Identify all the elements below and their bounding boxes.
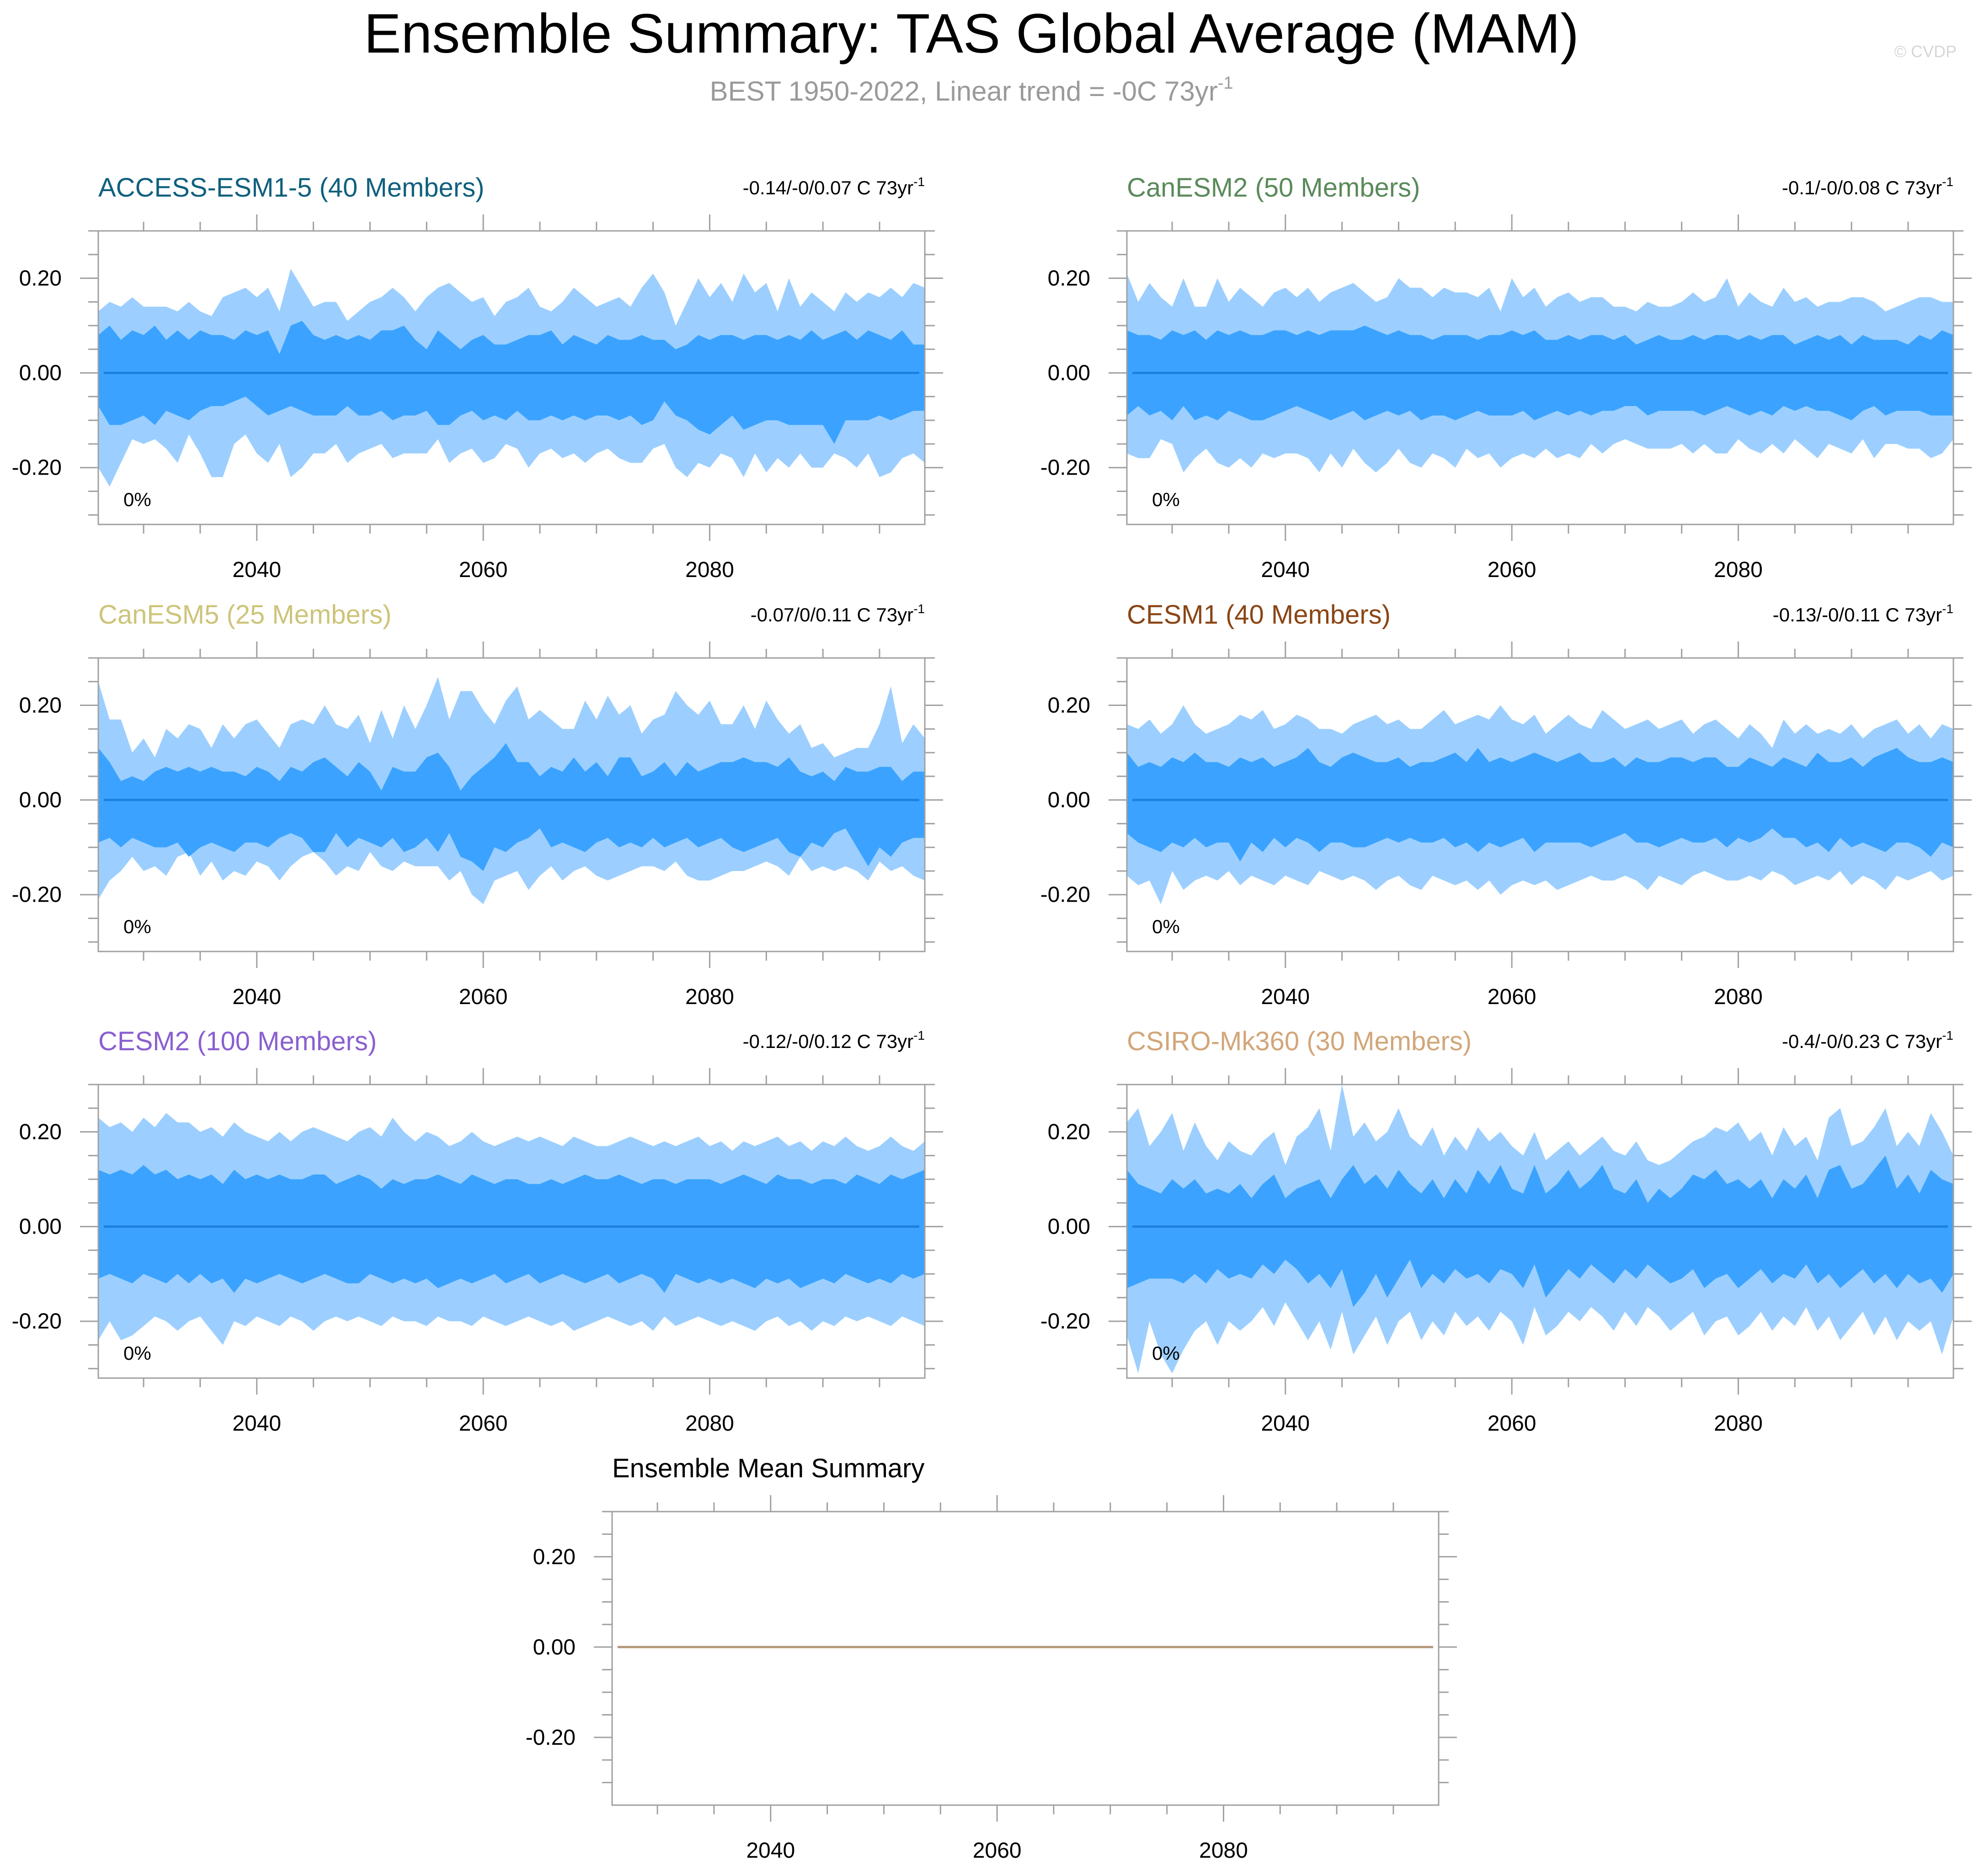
x-tick-label: 2080: [1714, 985, 1763, 1009]
trend-superscript: -1: [1942, 1028, 1953, 1042]
y-tick-label: -0.20: [12, 456, 62, 480]
x-tick-label: 2060: [1488, 985, 1536, 1009]
inner-spread-band: [98, 321, 925, 444]
panel-title: CSIRO-Mk360 (30 Members): [1127, 1026, 1472, 1056]
x-tick-label: 2060: [459, 558, 508, 582]
panel-cesm2-100-members: CESM2 (100 Members) -0.12/-0/0.12 C 73yr-…: [12, 1026, 943, 1436]
panel-title: CESM1 (40 Members): [1127, 600, 1391, 630]
x-tick-label: 2080: [1714, 558, 1763, 582]
x-tick-label: 2040: [232, 985, 281, 1009]
percent-label: 0%: [1152, 1342, 1180, 1364]
x-tick-label: 2080: [685, 985, 734, 1009]
x-tick-label: 2080: [1714, 1411, 1763, 1436]
y-tick-label: 0.00: [1048, 788, 1090, 812]
x-tick-label: 2080: [1199, 1839, 1248, 1863]
trend-text: -0.07/0/0.11 C 73yr: [751, 604, 913, 625]
trend-label: -0.4/-0/0.23 C 73yr-1: [1782, 1028, 1953, 1052]
figure-title: Ensemble Summary: TAS Global Average (MA…: [364, 2, 1579, 64]
y-tick-label: 0.20: [19, 1120, 62, 1144]
panel-access-esm1-5-40-members: ACCESS-ESM1-5 (40 Members) -0.14/-0/0.07 …: [12, 173, 943, 582]
y-tick-label: 0.00: [1048, 1215, 1090, 1239]
inner-spread-band: [1127, 1155, 1953, 1307]
y-tick-label: 0.20: [1048, 267, 1090, 291]
x-tick-label: 2040: [1261, 558, 1310, 582]
y-tick-label: 0.00: [1048, 361, 1090, 385]
panel-title: Ensemble Mean Summary: [612, 1454, 924, 1483]
trend-superscript: -1: [1942, 175, 1953, 189]
y-tick-label: -0.20: [12, 1309, 62, 1334]
plot-frame: [1126, 1084, 1954, 1379]
panel-title: CanESM2 (50 Members): [1127, 173, 1420, 203]
trend-text: -0.4/-0/0.23 C 73yr: [1782, 1031, 1942, 1052]
x-tick-label: 2060: [973, 1839, 1022, 1863]
y-tick-label: 0.20: [19, 267, 62, 291]
trend-label: -0.13/-0/0.11 C 73yr-1: [1773, 602, 1953, 625]
x-tick-label: 2080: [685, 558, 734, 582]
plot-frame: [611, 1511, 1440, 1806]
plot-frame: [1126, 657, 1954, 952]
panel-cesm1-40-members: CESM1 (40 Members) -0.13/-0/0.11 C 73yr-1…: [1040, 600, 1972, 1009]
trend-text: -0.13/-0/0.11 C 73yr: [1773, 604, 1942, 625]
y-tick-label: 0.00: [19, 1215, 62, 1239]
subtitle-superscript: -1: [1218, 74, 1233, 93]
percent-label: 0%: [123, 489, 151, 510]
x-tick-label: 2060: [1488, 558, 1536, 582]
y-tick-label: 0.00: [19, 788, 62, 812]
panel-ensemble-mean-summary: Ensemble Mean Summary 2040 2060 2080 0.20 0.0…: [526, 1454, 1457, 1863]
percent-label: 0%: [123, 1342, 151, 1364]
x-tick-label: 2040: [1261, 985, 1310, 1009]
x-tick-label: 2040: [232, 558, 281, 582]
panel-title: ACCESS-ESM1-5 (40 Members): [98, 173, 484, 203]
percent-label: 0%: [1152, 916, 1180, 937]
plot-frame: [1126, 230, 1954, 525]
trend-label: -0.1/-0/0.08 C 73yr-1: [1782, 175, 1953, 198]
trend-text: -0.14/-0/0.07 C 73yr: [743, 177, 914, 198]
y-tick-label: 0.20: [1048, 694, 1090, 718]
panel-canesm5-25-members: CanESM5 (25 Members) -0.07/0/0.11 C 73yr-…: [12, 600, 943, 1009]
figure-subtitle: BEST 1950-2022, Linear trend = -0C 73yr-…: [709, 74, 1233, 107]
y-tick-label: -0.20: [526, 1726, 576, 1750]
x-tick-label: 2040: [746, 1839, 795, 1863]
y-tick-label: 0.00: [19, 361, 62, 385]
inner-spread-band: [98, 1165, 925, 1293]
y-tick-label: -0.20: [12, 883, 62, 907]
watermark: © CVDP: [1894, 42, 1957, 61]
trend-text: -0.12/-0/0.12 C 73yr: [743, 1031, 914, 1052]
x-tick-label: 2060: [459, 985, 508, 1009]
x-tick-label: 2040: [232, 1411, 281, 1436]
plot-frame: [97, 1084, 926, 1379]
plot-frame: [97, 230, 926, 525]
x-tick-label: 2040: [1261, 1411, 1310, 1436]
trend-label: -0.12/-0/0.12 C 73yr-1: [743, 1028, 925, 1052]
trend-label: -0.07/0/0.11 C 73yr-1: [751, 602, 925, 625]
y-tick-label: 0.20: [533, 1545, 576, 1569]
x-tick-label: 2060: [1488, 1411, 1536, 1436]
plot-frame: [97, 657, 926, 952]
panels-container: ACCESS-ESM1-5 (40 Members) -0.14/-0/0.07 …: [12, 173, 1972, 1863]
y-tick-label: -0.20: [1040, 456, 1090, 480]
percent-label: 0%: [1152, 489, 1180, 510]
trend-superscript: -1: [1942, 602, 1953, 616]
y-tick-label: 0.20: [1048, 1120, 1090, 1144]
trend-superscript: -1: [913, 602, 925, 616]
inner-spread-band: [1127, 748, 1953, 862]
x-tick-label: 2060: [459, 1411, 508, 1436]
y-tick-label: 0.20: [19, 694, 62, 718]
trend-label: -0.14/-0/0.07 C 73yr-1: [743, 175, 925, 198]
panel-csiro-mk360-30-members: CSIRO-Mk360 (30 Members) -0.4/-0/0.23 C 7…: [1040, 1026, 1972, 1436]
percent-label: 0%: [123, 916, 151, 937]
trend-superscript: -1: [913, 175, 925, 189]
trend-text: -0.1/-0/0.08 C 73yr: [1782, 177, 1942, 198]
x-tick-label: 2080: [685, 1411, 734, 1436]
panel-title: CanESM5 (25 Members): [98, 600, 391, 630]
y-tick-label: -0.20: [1040, 1309, 1090, 1334]
y-tick-label: 0.00: [533, 1635, 576, 1659]
subtitle-text: BEST 1950-2022, Linear trend = -0C 73yr: [709, 76, 1217, 107]
y-tick-label: -0.20: [1040, 883, 1090, 907]
inner-spread-band: [98, 743, 925, 871]
panel-canesm2-50-members: CanESM2 (50 Members) -0.1/-0/0.08 C 73yr-…: [1040, 173, 1972, 582]
trend-superscript: -1: [913, 1028, 925, 1042]
panel-title: CESM2 (100 Members): [98, 1026, 377, 1056]
